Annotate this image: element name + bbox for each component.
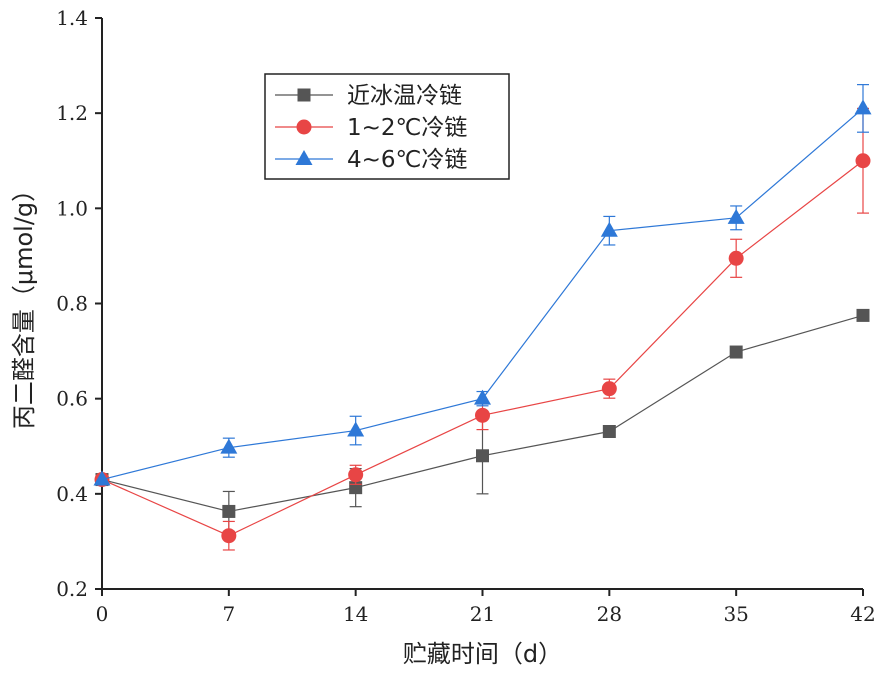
legend-label: 近冰温冷链 <box>347 83 462 109</box>
data-point-triangle <box>347 421 365 437</box>
legend-label: 4~6℃冷链 <box>347 147 467 173</box>
data-point-square <box>476 449 489 463</box>
x-tick-label: 0 <box>96 602 109 626</box>
legend-label: 1~2℃冷链 <box>347 115 467 141</box>
data-point-circle <box>601 381 617 397</box>
series-2 <box>94 107 871 551</box>
data-point-triangle <box>93 470 111 486</box>
data-point-circle <box>855 153 871 169</box>
y-tick-label: 1.2 <box>56 101 88 125</box>
x-tick-label: 42 <box>850 602 875 626</box>
data-point-square <box>222 504 236 518</box>
y-axis-title: 丙二醛含量（μmol/g） <box>10 178 38 429</box>
data-point-circle <box>728 250 744 266</box>
data-point-square <box>602 424 616 438</box>
y-tick-label: 1.0 <box>56 196 88 220</box>
x-tick-label: 14 <box>343 602 368 626</box>
data-point-circle <box>296 119 312 135</box>
data-point-square <box>297 88 311 102</box>
data-point-triangle <box>854 99 872 115</box>
data-point-square <box>729 345 743 359</box>
data-point-triangle <box>220 438 238 454</box>
x-tick-label: 35 <box>723 602 748 626</box>
ticks: 0 7 14 21 28 35 42 0.2 0.4 0.6 0.8 1.0 1.2 1.4 <box>56 6 876 626</box>
x-tick-label: 28 <box>597 602 622 626</box>
data-point-square <box>856 308 870 322</box>
y-tick-label: 0.8 <box>56 292 88 316</box>
x-axis-title: 贮藏时间（d） <box>403 640 562 668</box>
data-point-circle <box>475 407 490 423</box>
data-point-triangle <box>727 208 745 224</box>
x-tick-label: 7 <box>222 602 235 626</box>
x-tick-label: 21 <box>470 602 495 626</box>
series-1 <box>95 308 870 533</box>
y-tick-label: 0.6 <box>56 387 88 411</box>
data-point-circle <box>221 528 237 544</box>
data-point-triangle <box>600 221 618 237</box>
data-point-triangle <box>474 389 491 405</box>
data-point-triangle <box>295 150 313 165</box>
series-3 <box>93 84 872 486</box>
legend: 近冰温冷链 1~2℃冷链 4~6℃冷链 <box>264 73 510 180</box>
data-point-circle <box>348 467 364 483</box>
y-tick-label: 1.4 <box>56 6 88 30</box>
y-tick-label: 0.4 <box>56 482 88 506</box>
y-tick-label: 0.2 <box>56 577 88 601</box>
series-layer <box>93 84 872 551</box>
